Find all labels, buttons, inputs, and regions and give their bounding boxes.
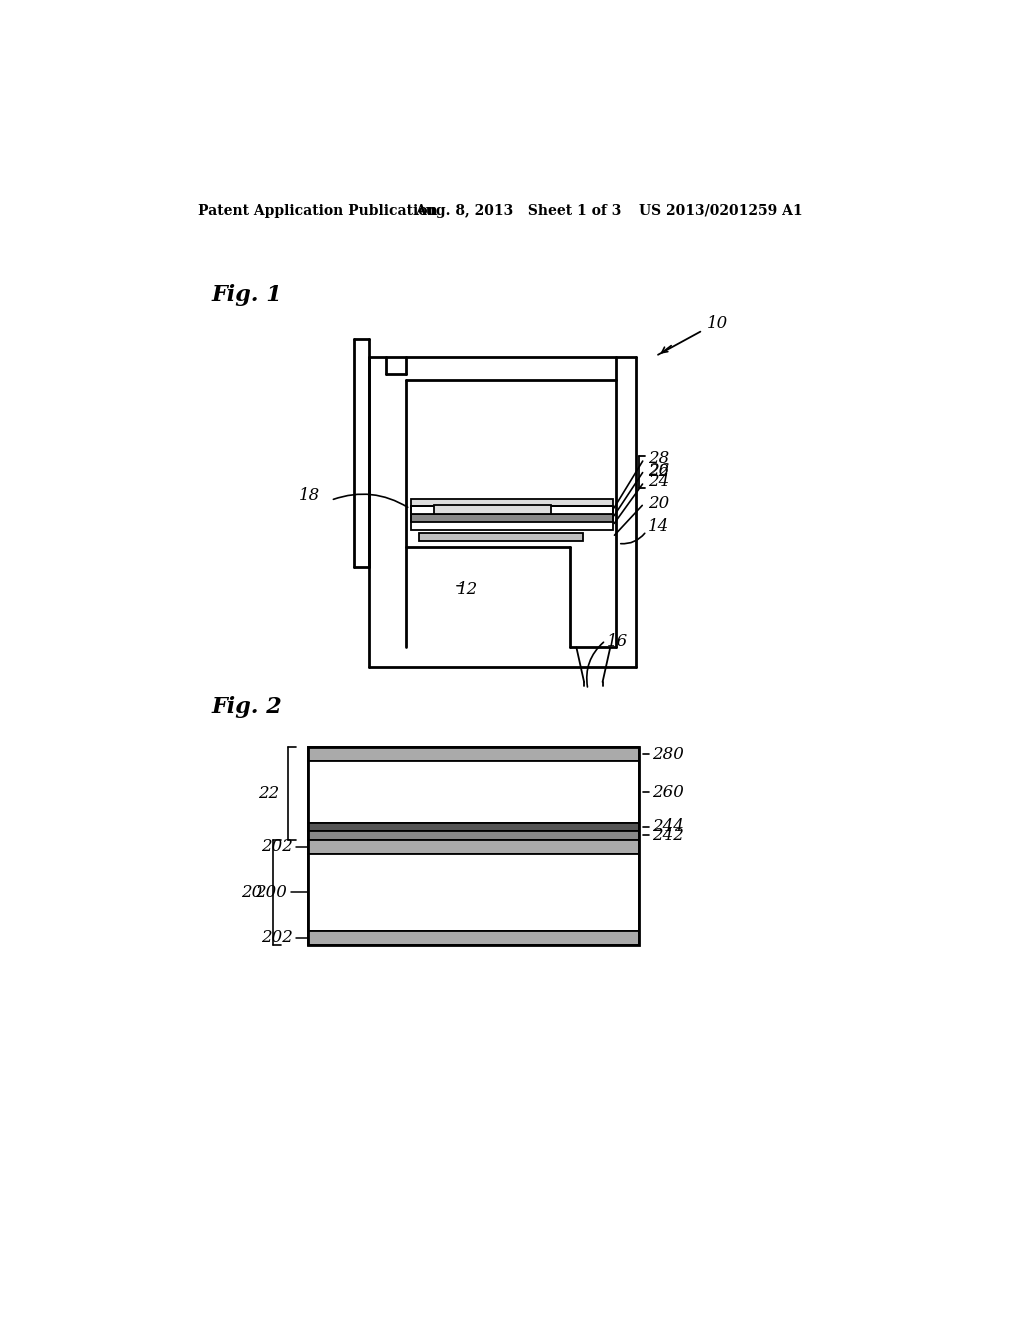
Text: 202: 202	[261, 838, 293, 855]
Bar	[307, 840, 639, 854]
Text: 18: 18	[298, 487, 319, 504]
Bar	[411, 507, 612, 529]
Text: Patent Application Publication: Patent Application Publication	[199, 203, 438, 218]
Bar	[411, 499, 612, 507]
Text: 26: 26	[648, 462, 670, 479]
Text: 20: 20	[241, 883, 262, 900]
Text: 24: 24	[648, 474, 670, 490]
Text: 202: 202	[261, 929, 293, 946]
Bar	[419, 533, 584, 541]
Bar	[411, 507, 612, 515]
Text: Fig. 2: Fig. 2	[211, 696, 283, 718]
Text: 22: 22	[258, 785, 279, 803]
Text: Aug. 8, 2013   Sheet 1 of 3: Aug. 8, 2013 Sheet 1 of 3	[416, 203, 622, 218]
Bar	[307, 747, 639, 762]
Text: 244: 244	[652, 818, 684, 836]
Text: 20: 20	[648, 495, 670, 512]
Text: 10: 10	[707, 315, 728, 333]
Bar	[307, 931, 639, 945]
Text: 12: 12	[457, 581, 478, 598]
Bar	[434, 506, 551, 515]
Text: US 2013/0201259 A1: US 2013/0201259 A1	[639, 203, 803, 218]
Text: 14: 14	[648, 517, 670, 535]
Text: Fig. 1: Fig. 1	[211, 285, 283, 306]
Text: 200: 200	[255, 883, 287, 900]
Bar	[307, 762, 639, 822]
Text: 260: 260	[652, 784, 684, 801]
Text: 22: 22	[648, 463, 670, 480]
Bar	[411, 515, 612, 521]
Text: 28: 28	[648, 450, 670, 467]
Text: 280: 280	[652, 746, 684, 763]
Text: 242: 242	[652, 826, 684, 843]
Bar	[307, 747, 639, 945]
Bar	[307, 854, 639, 931]
Text: 16: 16	[606, 634, 628, 651]
Bar	[307, 830, 639, 840]
Bar	[307, 822, 639, 830]
